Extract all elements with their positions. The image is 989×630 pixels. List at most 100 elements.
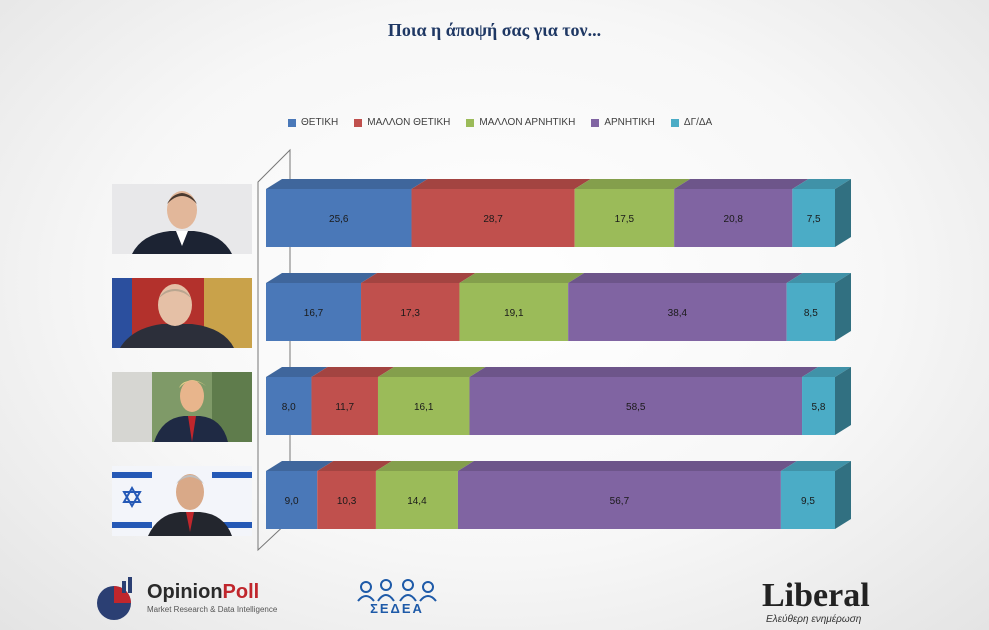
bar-segment <box>311 367 394 435</box>
bar-value-label: 5,8 <box>812 402 826 413</box>
bar-segment <box>411 179 591 247</box>
bar-value-label: 8,0 <box>282 402 296 413</box>
bar-value-label: 19,1 <box>504 308 524 319</box>
bar-segment-top <box>802 367 851 377</box>
bar-segment-side <box>835 461 851 529</box>
bar-segment-top <box>361 273 476 283</box>
bar-segment-top <box>375 461 474 471</box>
chart-legend: ΘΕΤΙΚΗ ΜΑΛΛΟΝ ΘΕΤΙΚΗ ΜΑΛΛΟΝ ΑΡΝΗΤΙΚΗ ΑΡΝ… <box>288 117 712 128</box>
bar-segment <box>674 179 809 247</box>
bar-value-label: 9,0 <box>285 496 299 507</box>
bar-segment-front <box>780 471 835 529</box>
bar-segment-top <box>469 367 819 377</box>
legend-swatch <box>670 118 679 127</box>
legend-item-rather-negative: ΜΑΛΛΟΝ ΑΡΝΗΤΙΚΗ <box>466 117 575 128</box>
bar-segment <box>375 461 474 529</box>
bar-value-label: 9,5 <box>801 496 815 507</box>
legend-label: ΜΑΛΛΟΝ ΑΡΝΗΤΙΚΗ <box>479 117 576 128</box>
bar-segment-top <box>266 273 378 283</box>
bar-segment-top <box>266 367 328 377</box>
people-icon <box>357 579 437 602</box>
bar-segment <box>469 367 819 435</box>
bar-segment <box>459 273 585 341</box>
bar-segment-top <box>792 179 851 189</box>
bar-segment-front <box>266 283 362 341</box>
legend-swatch <box>354 118 363 127</box>
bar-segment-top <box>317 461 392 471</box>
bar-segment-top <box>674 179 809 189</box>
bar-segment-front <box>266 377 312 435</box>
bar-segment-front <box>266 471 318 529</box>
bar-value-label: 16,7 <box>304 308 324 319</box>
bar-value-label: 17,5 <box>615 214 635 225</box>
bar-value-label: 11,7 <box>335 402 354 413</box>
bar-segment-front <box>469 377 803 435</box>
bar-value-label: 7,5 <box>807 214 821 225</box>
legend-label: ΑΡΝΗΤΙΚΗ <box>604 117 655 128</box>
bar-segment <box>457 461 797 529</box>
bar-value-label: 10,3 <box>337 496 357 507</box>
legend-label: ΜΑΛΛΟΝ ΘΕΤΙΚΗ <box>367 117 451 128</box>
bar-value-label: 28,7 <box>483 214 503 225</box>
bar-segment-top <box>311 367 394 377</box>
opinionpoll-name: OpinionPoll <box>147 581 260 603</box>
bar-segment-top <box>780 461 851 471</box>
bar-segment-side <box>835 367 851 435</box>
bar-segment-side <box>835 273 851 341</box>
bar-segment <box>786 273 851 341</box>
bar-segment-top <box>457 461 797 471</box>
bar-segment-front <box>311 377 378 435</box>
chart-title: Ποια η άποψή σας για τον... <box>387 20 602 40</box>
legend-item-negative: ΑΡΝΗΤΙΚΗ <box>591 117 655 128</box>
bar-value-label: 14,4 <box>407 496 427 507</box>
bar-segment <box>792 179 851 247</box>
sedea-name: ΣΕΔΕΑ <box>370 601 424 616</box>
liberal-tagline: Ελεύθερη ενημέρωση <box>766 614 862 625</box>
bar-segment-front <box>375 471 458 529</box>
legend-label: ΘΕΤΙΚΗ <box>301 117 339 128</box>
bar-value-label: 58,5 <box>626 402 646 413</box>
bar-value-label: 38,4 <box>668 308 688 319</box>
legend-label: ΔΓ/ΔΑ <box>683 117 713 128</box>
bar-segment-front <box>459 283 569 341</box>
portrait-photo-2 <box>112 278 252 348</box>
bar-segment-front <box>361 283 460 341</box>
legend-item-rather-positive: ΜΑΛΛΟΝ ΘΕΤΙΚΗ <box>354 117 450 128</box>
bar-segment <box>266 273 378 341</box>
bar-value-label: 20,8 <box>724 214 744 225</box>
bar-segment <box>780 461 851 529</box>
bar-segment <box>317 461 392 529</box>
bar-segment-front <box>786 283 835 341</box>
bar-segment-front <box>266 189 412 247</box>
bar-segment-front <box>457 471 781 529</box>
bar-value-label: 16,1 <box>414 402 434 413</box>
bar-segment-front <box>317 471 376 529</box>
bar-segment <box>266 461 334 529</box>
legend-swatch <box>591 118 600 127</box>
bar-segment <box>266 367 328 435</box>
bar-segment-top <box>266 461 334 471</box>
opinionpoll-tagline: Market Research & Data Intelligence <box>147 605 278 614</box>
liberal-name: Liberal <box>762 577 870 614</box>
bar-segment <box>266 179 428 247</box>
bar-segment-top <box>459 273 585 283</box>
legend-item-positive: ΘΕΤΙΚΗ <box>288 117 338 128</box>
bar-segment <box>574 179 691 247</box>
bar-segment-top <box>266 179 428 189</box>
bar-segment-top <box>786 273 851 283</box>
portrait-photo-4 <box>112 466 252 536</box>
liberal-logo: Liberal Ελεύθερη ενημέρωση <box>762 577 902 627</box>
bar-value-label: 25,6 <box>329 214 349 225</box>
portrait-photo-3 <box>112 372 252 442</box>
bar-segment-front <box>411 189 575 247</box>
bar-segment-front <box>568 283 787 341</box>
bar-segment-front <box>377 377 470 435</box>
legend-item-dk-na: ΔΓ/ΔΑ <box>670 117 713 128</box>
opinionpoll-logo: OpinionPoll Market Research & Data Intel… <box>92 575 292 625</box>
legend-swatch <box>466 118 475 127</box>
bar-segment-front <box>792 189 835 247</box>
bar-segment-side <box>835 179 851 247</box>
bar-segment-top <box>377 367 486 377</box>
bar-segment-top <box>568 273 803 283</box>
